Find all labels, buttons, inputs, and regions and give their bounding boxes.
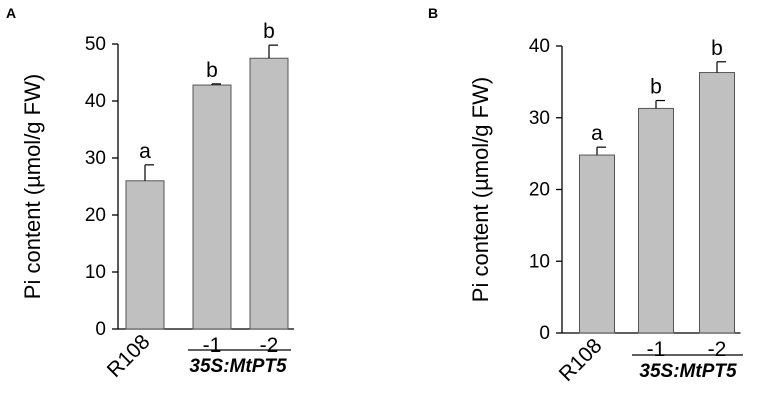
chart-panel-b: B 0 10 20 30 40 Pi content (µmol/g FW) a R108 b -1… [428,5,743,386]
bar-1 [192,84,232,330]
category-label: R108 [103,330,155,382]
bar-2 [699,72,735,334]
bar-r108 [125,180,165,330]
y-tick-label: 10 [529,251,550,272]
panel-label: A [6,5,16,21]
panel-label: B [428,5,438,21]
significance-label: a [139,140,151,163]
y-tick-label: 0 [95,319,106,340]
bar-2 [249,57,289,330]
y-tick-label: 20 [85,205,106,226]
category-label: -2 [708,338,727,361]
chart-panel-a: A 0 10 20 30 40 50 Pi content (µmol/g FW) a R108 b… [6,5,294,382]
y-tick-label: 40 [85,91,106,112]
y-axis-title: Pi content (µmol/g FW) [468,77,493,302]
y-tick-label: 30 [85,148,106,169]
significance-label: b [206,59,218,82]
category-label: -1 [647,338,666,361]
significance-label: b [650,76,662,99]
significance-label: b [711,37,723,60]
y-tick-label: 20 [529,180,550,201]
y-tick-label: 10 [85,262,106,283]
y-tick-label: 30 [529,108,550,129]
significance-label: a [591,122,603,145]
bar-1 [638,107,674,334]
y-tick-label: 40 [529,36,550,57]
category-label: -2 [260,334,279,357]
bar-r108 [579,154,615,334]
category-label: -1 [203,334,222,357]
significance-label: b [263,20,275,43]
y-tick-label: 50 [85,34,106,55]
y-axis-title: Pi content (µmol/g FW) [20,74,45,299]
group-label: 35S:MtPT5 [639,361,737,382]
y-tick-label: 0 [539,323,550,344]
group-label: 35S:MtPT5 [189,356,287,377]
category-label: R108 [555,334,607,386]
